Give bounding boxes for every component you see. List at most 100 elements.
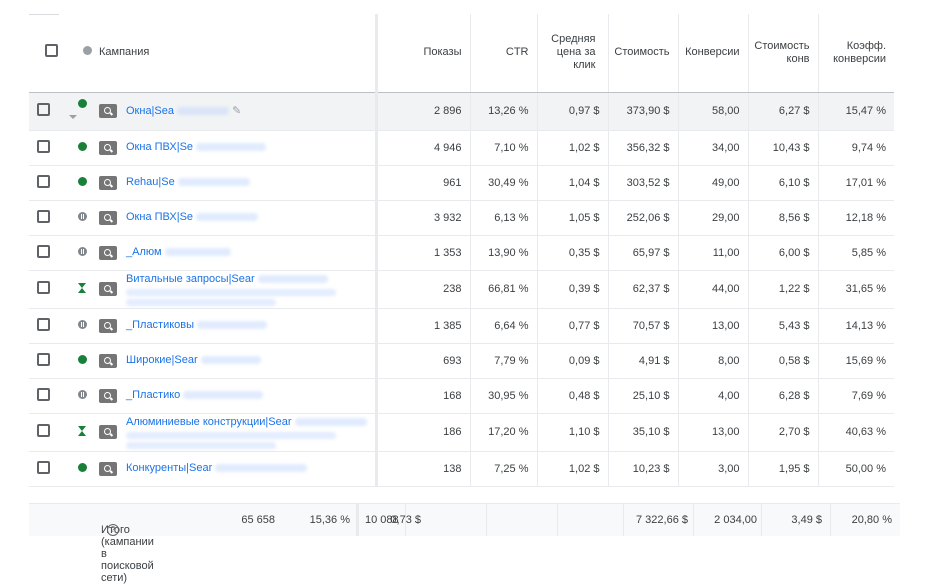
ctr-cell: 7,25 % — [469, 451, 537, 487]
row-checkbox[interactable] — [37, 139, 50, 153]
totals-divider — [356, 504, 359, 536]
table-row[interactable]: _Пластиковы 1 385 6,64 % 0,77 $70,57 $13,0… — [29, 308, 894, 344]
table-row[interactable]: Алюминиевые конструкции|Sear 186 17,20 % 1… — [29, 413, 894, 452]
avg-cpc-cell: 0,77 $ — [536, 308, 608, 344]
ctr-cell: 17,20 % — [469, 413, 537, 452]
cost-per-conv-cell: 8,56 $ — [747, 200, 818, 236]
avg-cpc-header[interactable]: Средняя цена за клик — [536, 14, 608, 93]
ctr-cell: 30,49 % — [469, 165, 537, 201]
table-row[interactable]: Окна ПВХ|Se 3 932 6,13 % 1,05 $252,06 $29,… — [29, 200, 894, 236]
row-checkbox[interactable] — [37, 174, 50, 188]
campaign-link[interactable]: Окна ПВХ|Se — [126, 141, 267, 154]
header-row: Кампания Показы CTR Средняя цена за клик… — [29, 14, 894, 93]
edit-pencil-icon[interactable]: ✎ — [232, 104, 242, 117]
ctr-cell: 13,90 % — [469, 235, 537, 271]
conv-rate-header[interactable]: Коэфф. конверсии — [817, 14, 894, 93]
row-checkbox[interactable] — [37, 387, 50, 401]
table-row[interactable]: Окна ПВХ|Se 4 946 7,10 % 1,02 $356,32 $34,… — [29, 130, 894, 166]
search-campaign-icon — [99, 104, 117, 118]
campaign-link[interactable]: Rehau|Se — [126, 176, 250, 189]
campaign-cell: _Алюм — [97, 235, 378, 271]
redacted-text — [196, 143, 267, 152]
status-pending-icon[interactable] — [78, 425, 87, 436]
status-enabled-icon[interactable] — [78, 354, 87, 364]
totals-divider — [623, 504, 624, 536]
table-row[interactable]: Rehau|Se 961 30,49 % 1,04 $303,52 $49,00 6,… — [29, 165, 894, 201]
row-checkbox-cell[interactable] — [29, 270, 65, 309]
campaign-link[interactable]: Окна ПВХ|Se — [126, 211, 259, 224]
cost-header[interactable]: Стоимость — [607, 14, 678, 93]
status-paused-icon[interactable] — [78, 246, 87, 256]
campaign-link[interactable]: Окна|Sea ✎ — [126, 105, 241, 118]
row-checkbox-cell[interactable] — [29, 343, 65, 379]
status-header — [65, 14, 97, 93]
cost-per-conv-header[interactable]: Стоимость конв — [747, 14, 818, 93]
cost-cell: 70,57 $ — [607, 308, 678, 344]
row-checkbox[interactable] — [37, 244, 50, 258]
campaign-name-text: Rehau|Se — [126, 176, 175, 188]
table-row[interactable]: _Пластико 168 30,95 % 0,48 $25,10 $4,00 6,2… — [29, 378, 894, 414]
table-row[interactable]: Широкие|Sear 693 7,79 % 0,09 $4,91 $8,00 0,… — [29, 343, 894, 379]
row-checkbox[interactable] — [37, 209, 50, 223]
row-checkbox[interactable] — [37, 103, 50, 116]
table-row[interactable]: _Алюм 1 353 13,90 % 0,35 $65,97 $11,00 6,00… — [29, 235, 894, 271]
campaign-link[interactable]: Алюминиевые конструкции|Sear — [126, 416, 367, 429]
row-checkbox-cell[interactable] — [29, 451, 65, 487]
status-paused-icon[interactable] — [78, 211, 87, 221]
conv-rate-label: Коэфф. конверсии — [833, 39, 886, 65]
conv-rate-cell: 40,63 % — [817, 413, 894, 452]
campaign-cell: Окна ПВХ|Se — [97, 200, 378, 236]
campaign-link[interactable]: Витальные запросы|Sear — [126, 273, 336, 286]
impressions-header[interactable]: Показы — [375, 14, 470, 93]
campaign-link[interactable]: Конкуренты|Sear — [126, 462, 308, 475]
campaign-name-text: _Пластико — [126, 389, 181, 401]
campaign-header[interactable]: Кампания — [97, 14, 378, 93]
ctr-header[interactable]: CTR — [469, 14, 537, 93]
conversions-cell: 49,00 — [677, 165, 748, 201]
row-checkbox-cell[interactable] — [29, 92, 65, 131]
campaign-link[interactable]: _Пластико — [126, 389, 264, 402]
conversions-header[interactable]: Конверсии — [677, 14, 748, 93]
search-campaign-icon — [99, 461, 117, 476]
select-all-checkbox[interactable] — [44, 44, 58, 58]
campaign-link[interactable]: _Пластиковы — [126, 319, 268, 332]
impressions-cell: 693 — [375, 343, 470, 379]
status-pending-icon[interactable] — [78, 282, 87, 293]
ctr-cell: 30,95 % — [469, 378, 537, 414]
impressions-cell: 4 946 — [375, 130, 470, 166]
campaign-link[interactable]: Широкие|Sear — [126, 354, 261, 367]
row-checkbox[interactable] — [37, 352, 50, 366]
status-enabled-icon[interactable] — [78, 176, 87, 186]
row-checkbox-cell[interactable] — [29, 130, 65, 166]
row-checkbox-cell[interactable] — [29, 200, 65, 236]
help-icon[interactable]: ? — [107, 524, 119, 536]
status-enabled-icon[interactable] — [78, 99, 87, 108]
chevron-down-icon[interactable] — [69, 115, 77, 120]
row-checkbox-cell[interactable] — [29, 235, 65, 271]
campaign-cell: Конкуренты|Sear — [97, 451, 378, 487]
status-paused-icon[interactable] — [78, 389, 87, 399]
cost-cell: 373,90 $ — [607, 92, 678, 131]
status-enabled-icon[interactable] — [78, 462, 87, 472]
row-checkbox-cell[interactable] — [29, 165, 65, 201]
table-row[interactable]: Витальные запросы|Sear 238 66,81 % 0,39 $6… — [29, 270, 894, 309]
redacted-text — [177, 178, 250, 187]
row-checkbox[interactable] — [37, 424, 50, 437]
row-checkbox-cell[interactable] — [29, 308, 65, 344]
campaign-name: _Пластиковы — [126, 319, 268, 332]
select-all-cell[interactable] — [29, 14, 65, 93]
campaign-link[interactable]: _Алюм — [126, 246, 231, 259]
row-checkbox[interactable] — [37, 460, 50, 474]
status-enabled-icon[interactable] — [78, 141, 87, 151]
table-row[interactable]: Окна|Sea ✎ 2 896 13,26 % 0,97 $373,90 $58,0… — [29, 92, 894, 131]
table-row[interactable]: Конкуренты|Sear 138 7,25 % 1,02 $10,23 $3,… — [29, 451, 894, 487]
row-checkbox-cell[interactable] — [29, 378, 65, 414]
row-checkbox[interactable] — [37, 317, 50, 331]
status-paused-icon[interactable] — [78, 319, 87, 329]
redacted-text — [126, 298, 276, 306]
avg-cpc-cell: 1,10 $ — [536, 413, 608, 452]
redacted-text — [164, 248, 231, 257]
campaign-name: Витальные запросы|Sear — [126, 273, 336, 306]
row-checkbox-cell[interactable] — [29, 413, 65, 452]
row-checkbox[interactable] — [37, 281, 50, 294]
